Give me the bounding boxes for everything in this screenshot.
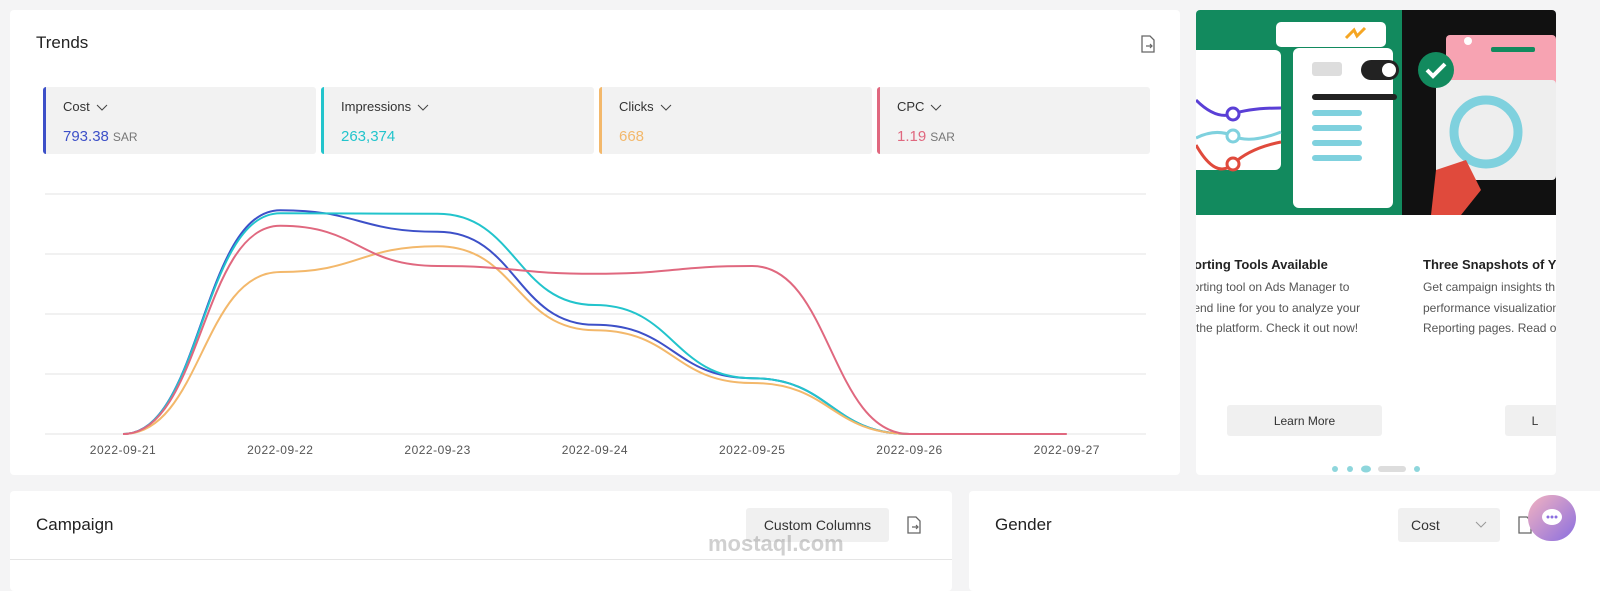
metric-label: Clicks [619, 99, 672, 114]
card-text: performance visualization [1423, 300, 1556, 315]
carousel-dots [1332, 465, 1420, 473]
x-tick-label: 2022-09-21 [90, 443, 156, 457]
chevron [931, 104, 942, 111]
series-line [122, 209, 910, 435]
gender-title: Gender [995, 515, 1052, 534]
export-icon[interactable] [1140, 35, 1156, 53]
chevron [96, 104, 108, 111]
metric-number: 793.38 [63, 128, 109, 145]
chat-icon [1542, 509, 1562, 525]
learn-more-button[interactable]: Learn More [1227, 405, 1382, 436]
card-text: trend line for you to analyze your [1196, 300, 1361, 315]
x-tick-label: 2022-09-22 [247, 443, 313, 457]
chat-button[interactable] [1528, 495, 1576, 541]
metric-name: Clicks [619, 99, 654, 114]
series-line [122, 224, 1067, 436]
learn-more-button[interactable]: L [1505, 405, 1556, 436]
metric-tile[interactable]: Clicks 668 [599, 87, 872, 154]
x-tick-label: 2022-09-27 [1034, 443, 1100, 457]
chevron-path [931, 104, 942, 111]
metric-value: 668 [619, 128, 644, 145]
metric-value: 793.38 SAR [63, 128, 138, 145]
x-tick-label: 2022-09-24 [562, 443, 628, 457]
chevron [1475, 521, 1487, 528]
metric-unit: SAR [112, 130, 138, 144]
x-tick-label: 2022-09-23 [404, 443, 470, 457]
card-text: Get campaign insights th [1423, 280, 1556, 294]
chevron [417, 104, 429, 111]
metric-label: Impressions [341, 99, 429, 114]
watermark: mostaql.com [708, 531, 844, 556]
trends-title: Trends [36, 33, 89, 52]
campaign-title: Campaign [36, 515, 114, 534]
export-icon[interactable] [906, 516, 922, 534]
series-line [122, 212, 910, 435]
metric-label: Cost [63, 99, 108, 114]
metric-value: 263,374 [341, 128, 395, 145]
trend-chart: 2022-09-21 2022-09-22 2022-09-23 2022-09-24… [45, 193, 1146, 457]
card-title: porting Tools Available [1196, 257, 1328, 272]
card-text: Reporting pages. Read o [1423, 321, 1556, 335]
x-tick-label: 2022-09-26 [876, 443, 942, 457]
metric-tile[interactable]: Cost 793.38 SAR [43, 87, 316, 154]
metric-number: 263,374 [341, 128, 396, 145]
card-title: Three Snapshots of Y [1423, 257, 1556, 272]
chevron-path [96, 104, 108, 111]
series-line [122, 245, 910, 435]
metric-unit: SAR [930, 130, 955, 144]
metric-tile[interactable]: CPC 1.19 SAR [877, 87, 1150, 154]
carousel-card: porting Tools Available porting tool on A… [1196, 10, 1556, 475]
chevron [660, 104, 672, 111]
x-tick-label: 2022-09-25 [719, 443, 785, 457]
metric-name: CPC [897, 99, 925, 114]
metric-tile[interactable]: Impressions 263,374 [321, 87, 594, 154]
card-text: porting tool on Ads Manager to [1196, 280, 1350, 294]
custom-columns-button[interactable]: Custom Columns [746, 508, 889, 542]
metric-number: 668 [619, 128, 645, 145]
metric-dropdown[interactable]: Cost [1398, 508, 1500, 542]
chevron-path [660, 104, 672, 111]
metric-name: Impressions [341, 99, 412, 114]
metric-value: 1.19 SAR [897, 128, 955, 145]
dropdown-value: Cost [1411, 517, 1440, 533]
illustration [1196, 10, 1556, 215]
campaign-card: Campaign Custom Columns [10, 491, 952, 591]
metric-label: CPC [897, 99, 942, 114]
metric-name: Cost [63, 99, 90, 114]
chevron-path [417, 104, 429, 111]
trends-card: Trends Cost 793.38 SAR Impressions 263,374 Cl… [10, 10, 1180, 475]
card-text: n the platform. Check it out now! [1196, 321, 1359, 335]
table-header-border [10, 559, 952, 560]
metric-number: 1.19 [897, 128, 927, 145]
gender-card: Gender Cost [969, 491, 1600, 591]
